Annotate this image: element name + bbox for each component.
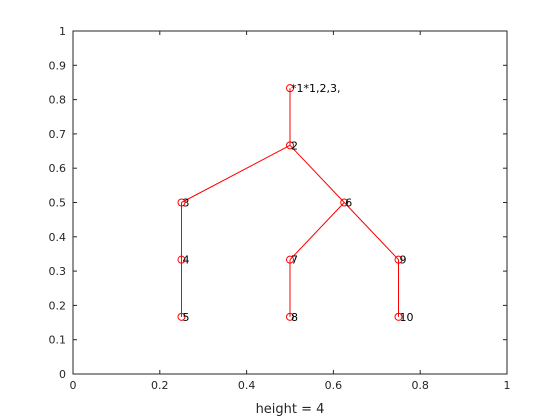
x-axis-label: height = 4 [256,402,325,417]
y-tick-label-1: 1 [59,25,66,38]
plot-area [73,31,507,374]
node-marker-2 [286,141,294,150]
y-tick-label-0.2: 0.2 [49,299,67,312]
node-marker-6 [340,198,349,207]
y-tick-label-0.4: 0.4 [49,231,67,244]
x-tick-label-1: 1 [504,379,511,392]
node-marker-1 [286,84,294,93]
node-label-6: 6 [345,197,352,210]
tree-edges [181,88,399,317]
x-tick-label-0.8: 0.8 [411,379,429,392]
node-label-8: 8 [291,311,298,324]
node-label-2: 2 [291,139,298,152]
node-label-10: 10 [400,311,414,324]
edge-6-9 [343,202,399,261]
y-tick-label-0.8: 0.8 [49,94,67,107]
x-tick-label-0.2: 0.2 [151,379,169,392]
y-tick-label-0.6: 0.6 [49,162,67,175]
node-marker-8 [286,312,294,321]
edge-2-6 [289,144,345,203]
x-tick-label-0.6: 0.6 [325,379,343,392]
y-tick-label-0.9: 0.9 [49,59,67,72]
node-marker-3 [177,198,186,207]
edge-2-3 [181,144,291,203]
axes: 0 0.2 0.4 0.6 0.8 100.10.20.30.40.50.60.70.80… [49,25,511,392]
node-label-4: 4 [183,254,190,267]
node-label-5: 5 [183,311,190,324]
edge-6-7 [289,202,345,261]
node-label-3: 3 [183,197,190,210]
node-label-1: *1*1,2,3, [291,82,340,95]
node-marker-7 [286,255,294,264]
node-marker-4 [177,255,186,264]
node-marker-5 [177,312,186,321]
y-tick-label-0.7: 0.7 [49,128,67,141]
x-tick-label-0: 0 [70,379,77,392]
tree-nodes: *1*1,2,3, 2 3 4 5 6 7 8 9 10 [177,82,414,324]
x-tick-label-0.4: 0.4 [238,379,256,392]
y-tick-label-0.1: 0.1 [49,334,67,347]
y-tick-label-0.5: 0.5 [49,197,67,210]
node-marker-10 [394,312,403,321]
node-marker-9 [394,255,403,264]
y-tick-label-0.3: 0.3 [49,265,67,278]
node-label-7: 7 [291,254,298,267]
node-label-9: 9 [400,254,407,267]
y-tick-label-0: 0 [59,368,66,381]
